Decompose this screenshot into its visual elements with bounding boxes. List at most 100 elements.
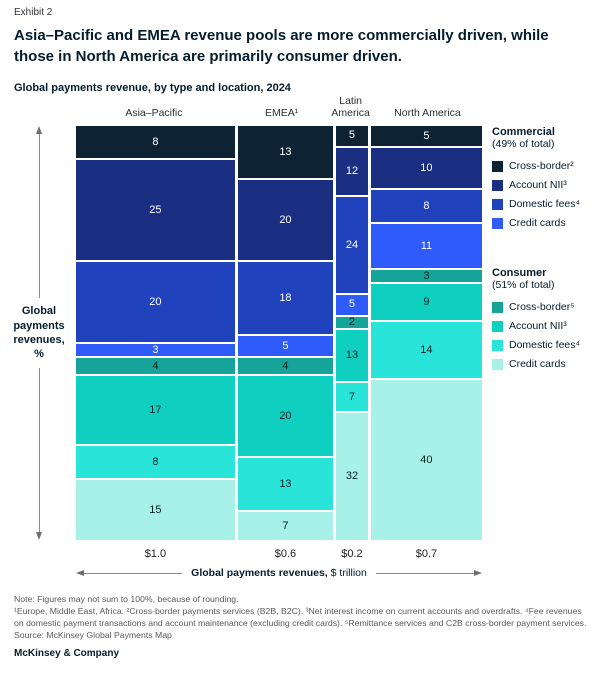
- arrow-up-icon: [36, 126, 42, 134]
- exhibit-label: Exhibit 2: [14, 7, 53, 18]
- legend-spacer: [492, 229, 598, 267]
- segment-emea-commercial-domestic-fees: 18: [237, 262, 334, 334]
- segment-value-label: 5: [423, 129, 430, 142]
- footnote-line: ¹Europe, Middle East, Africa. ²Cross-bor…: [14, 606, 587, 628]
- legend-item-label: Account NII³: [509, 179, 567, 191]
- segment-north-america-consumer-cross-border: 3: [370, 269, 482, 282]
- segment-asia-pacific-commercial-cross-border: 8: [76, 126, 235, 158]
- segment-emea-consumer-cross-border: 4: [237, 358, 334, 374]
- x-axis-line: [84, 572, 183, 574]
- legend-color-swatch: [492, 198, 503, 210]
- y-axis: Global payments revenues,%: [6, 126, 72, 540]
- legend-item-label: Cross-border⁵: [509, 301, 575, 313]
- segment-north-america-consumer-domestic-fees: 14: [370, 322, 482, 378]
- page-title: Asia–Pacific and EMEA revenue pools are …: [14, 27, 549, 65]
- segment-value-label: 5: [282, 339, 289, 352]
- legend-item-account-nii: Account NII³: [492, 179, 598, 191]
- column-header-emea: EMEA¹: [264, 106, 299, 119]
- segment-asia-pacific-consumer-domestic-fees: 8: [76, 446, 235, 478]
- segment-value-label: 8: [152, 135, 159, 148]
- legend-item-label: Domestic fees⁴: [509, 339, 581, 351]
- segment-asia-pacific-commercial-domestic-fees: 20: [76, 262, 235, 342]
- segment-value-label: 12: [345, 165, 359, 178]
- segment-north-america-commercial-domestic-fees: 8: [370, 190, 482, 222]
- segment-value-label: 18: [279, 291, 292, 304]
- x-axis: Global payments revenues, $ trillion: [76, 566, 483, 580]
- legend-item-account-nii: Account NII³: [492, 320, 598, 332]
- arrow-right-icon: [474, 570, 483, 576]
- segment-emea-commercial-cross-border: 13: [237, 126, 334, 178]
- segment-latin-america-consumer-account-nii: 13: [336, 329, 368, 382]
- segment-latin-america-commercial-domestic-fees: 24: [336, 197, 368, 293]
- segment-north-america-consumer-account-nii: 9: [370, 284, 482, 320]
- segment-asia-pacific-consumer-credit-cards: 15: [76, 480, 235, 540]
- segment-north-america-consumer-credit-cards: 40: [370, 380, 482, 540]
- segment-asia-pacific-commercial-account-nii: 25: [76, 160, 235, 260]
- segment-north-america-commercial-cross-border: 5: [370, 126, 482, 146]
- segment-emea-consumer-domestic-fees: 13: [237, 458, 334, 510]
- segment-value-label: 8: [423, 199, 430, 212]
- segment-latin-america-consumer-domestic-fees: 7: [336, 383, 368, 411]
- legend-item-label: Credit cards: [509, 358, 566, 370]
- column-latin-america: 5 12 24 5 2 13 7 32: [336, 126, 368, 540]
- legend-color-swatch: [492, 339, 503, 351]
- segment-value-label: 3: [152, 343, 159, 356]
- legend-group-consumer: Consumer (51% of total) Cross-border⁵ Acc…: [492, 267, 598, 370]
- segment-emea-consumer-credit-cards: 7: [237, 512, 334, 540]
- x-axis-label-unit: $ trillion: [327, 567, 367, 579]
- legend-color-swatch: [492, 179, 503, 191]
- legend-items-commercial: Cross-border² Account NII³ Domestic fees⁴ C…: [492, 160, 598, 229]
- column-emea: 13 20 18 5 4 20 13 7: [237, 126, 334, 540]
- segment-north-america-commercial-credit-cards: 11: [370, 224, 482, 268]
- note-line: Note: Figures may not sum to 100%, becau…: [14, 594, 239, 604]
- legend-items-consumer: Cross-border⁵ Account NII³ Domestic fees⁴ C…: [492, 301, 598, 370]
- segment-asia-pacific-consumer-cross-border: 4: [76, 358, 235, 374]
- legend-color-swatch: [492, 320, 503, 332]
- segment-value-label: 2: [348, 315, 356, 328]
- segment-latin-america-commercial-cross-border: 5: [336, 126, 368, 146]
- legend-item-label: Cross-border²: [509, 160, 574, 172]
- chart-subtitle: Global payments revenue, by type and loc…: [14, 82, 291, 94]
- legend-item-label: Credit cards: [509, 217, 566, 229]
- column-total-emea: $0.6: [274, 548, 297, 560]
- legend-item-domestic-fees: Domestic fees⁴: [492, 198, 598, 210]
- legend-item-label: Account NII³: [509, 320, 567, 332]
- column-totals: $1.0 $0.6 $0.2 $0.7: [76, 548, 482, 560]
- column-header-north-america: North America: [394, 106, 461, 119]
- segment-value-label: 3: [423, 269, 430, 282]
- legend-group-commercial: Commercial (49% of total) Cross-border² A…: [492, 126, 598, 229]
- segment-value-label: 13: [345, 348, 359, 361]
- segment-value-label: 7: [282, 519, 289, 532]
- legend-item-cross-border: Cross-border⁵: [492, 301, 598, 313]
- brand-logo: McKinsey & Company: [14, 648, 120, 659]
- segment-latin-america-consumer-credit-cards: 32: [336, 412, 368, 540]
- x-axis-label: Global payments revenues, $ trillion: [182, 567, 376, 579]
- segment-value-label: 14: [420, 343, 433, 356]
- legend-group-title: Consumer: [492, 267, 547, 279]
- segment-latin-america-commercial-account-nii: 12: [336, 147, 368, 196]
- segment-value-label: 15: [149, 503, 162, 516]
- legend-item-domestic-fees: Domestic fees⁴: [492, 339, 598, 351]
- segment-value-label: 24: [345, 238, 359, 251]
- legend-item-cross-border: Cross-border²: [492, 160, 598, 172]
- column-total-asia-pacific: $1.0: [144, 548, 167, 560]
- segment-value-label: 40: [420, 453, 433, 466]
- source-line: Source: McKinsey Global Payments Map: [14, 630, 172, 640]
- segment-value-label: 13: [279, 145, 292, 158]
- column-header-asia-pacific: Asia–Pacific: [125, 106, 183, 119]
- segment-value-label: 20: [279, 409, 292, 422]
- legend-color-swatch: [492, 217, 503, 229]
- segment-asia-pacific-consumer-account-nii: 17: [76, 376, 235, 444]
- segment-value-label: 10: [420, 161, 433, 174]
- segment-value-label: 20: [149, 295, 162, 308]
- segment-emea-consumer-account-nii: 20: [237, 376, 334, 456]
- segment-asia-pacific-commercial-credit-cards: 3: [76, 344, 235, 356]
- y-axis-label: Global payments revenues,%: [13, 305, 65, 361]
- arrow-down-icon: [36, 532, 42, 540]
- segment-emea-commercial-credit-cards: 5: [237, 336, 334, 356]
- segment-value-label: 5: [348, 129, 356, 142]
- legend-group-subtitle: (49% of total): [492, 138, 555, 150]
- column-header-latin-america: Latin America: [331, 94, 370, 119]
- segment-value-label: 17: [149, 403, 162, 416]
